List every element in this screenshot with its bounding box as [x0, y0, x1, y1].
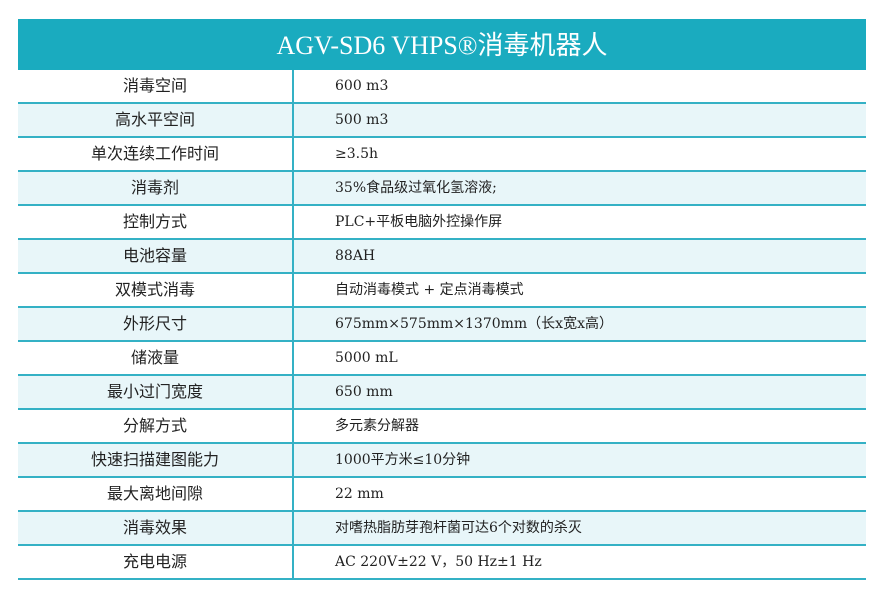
spec-value: PLC+平板电脑外控操作屏 [335, 214, 503, 230]
spec-label: 消毒效果 [18, 512, 294, 544]
table-row: 消毒空间 600 m3 [18, 70, 866, 104]
table-row: 电池容量 88AH [18, 240, 866, 274]
table-row: 最小过门宽度 650 mm [18, 376, 866, 410]
spec-label: 快速扫描建图能力 [18, 444, 294, 476]
table-row: 分解方式 多元素分解器 [18, 410, 866, 444]
table-row: 消毒效果 对嗜热脂肪芽孢杆菌可达6个对数的杀灭 [18, 512, 866, 546]
spec-value: 多元素分解器 [335, 418, 419, 434]
spec-label: 充电电源 [18, 546, 294, 578]
spec-label: 消毒空间 [18, 70, 294, 102]
spec-label: 外形尺寸 [18, 308, 294, 340]
table-row: 快速扫描建图能力 1000平方米≤10分钟 [18, 444, 866, 478]
spec-value: 1000平方米≤10分钟 [335, 452, 471, 468]
spec-value: AC 220V±22 V，50 Hz±1 Hz [335, 554, 542, 570]
spec-value: 675mm×575mm×1370mm（长x宽x高） [335, 316, 613, 332]
spec-label: 最大离地间隙 [18, 478, 294, 510]
spec-value: 5000 mL [335, 350, 398, 366]
table-row: 消毒剂 35%食品级过氧化氢溶液; [18, 172, 866, 206]
spec-value: 对嗜热脂肪芽孢杆菌可达6个对数的杀灭 [335, 520, 582, 536]
table-row: 高水平空间 500 m3 [18, 104, 866, 138]
table-row: 单次连续工作时间 ≥3.5h [18, 138, 866, 172]
table-body: 消毒空间 600 m3 高水平空间 500 m3 单次连续工作时间 ≥3.5h 消毒剂 35%… [18, 70, 866, 580]
spec-table: AGV-SD6 VHPS®消毒机器人 消毒空间 600 m3 高水平空间 500 m3… [18, 19, 866, 580]
spec-label: 单次连续工作时间 [18, 138, 294, 170]
spec-label: 双模式消毒 [18, 274, 294, 306]
table-row: 双模式消毒 自动消毒模式 + 定点消毒模式 [18, 274, 866, 308]
table-row: 最大离地间隙 22 mm [18, 478, 866, 512]
spec-label: 储液量 [18, 342, 294, 374]
spec-label: 电池容量 [18, 240, 294, 272]
table-row: 储液量 5000 mL [18, 342, 866, 376]
spec-value: ≥3.5h [335, 146, 379, 162]
spec-value: 650 mm [335, 384, 393, 400]
table-row: 外形尺寸 675mm×575mm×1370mm（长x宽x高） [18, 308, 866, 342]
spec-value: 600 m3 [335, 78, 389, 94]
spec-label: 控制方式 [18, 206, 294, 238]
spec-value: 35%食品级过氧化氢溶液; [335, 180, 497, 196]
spec-label: 消毒剂 [18, 172, 294, 204]
table-row: 控制方式 PLC+平板电脑外控操作屏 [18, 206, 866, 240]
spec-value: 500 m3 [335, 112, 389, 128]
spec-value: 22 mm [335, 486, 384, 502]
spec-value: 自动消毒模式 + 定点消毒模式 [335, 282, 524, 298]
table-title: AGV-SD6 VHPS®消毒机器人 [18, 19, 866, 70]
spec-label: 分解方式 [18, 410, 294, 442]
spec-label: 最小过门宽度 [18, 376, 294, 408]
table-row: 充电电源 AC 220V±22 V，50 Hz±1 Hz [18, 546, 866, 580]
spec-value: 88AH [335, 248, 376, 264]
spec-label: 高水平空间 [18, 104, 294, 136]
